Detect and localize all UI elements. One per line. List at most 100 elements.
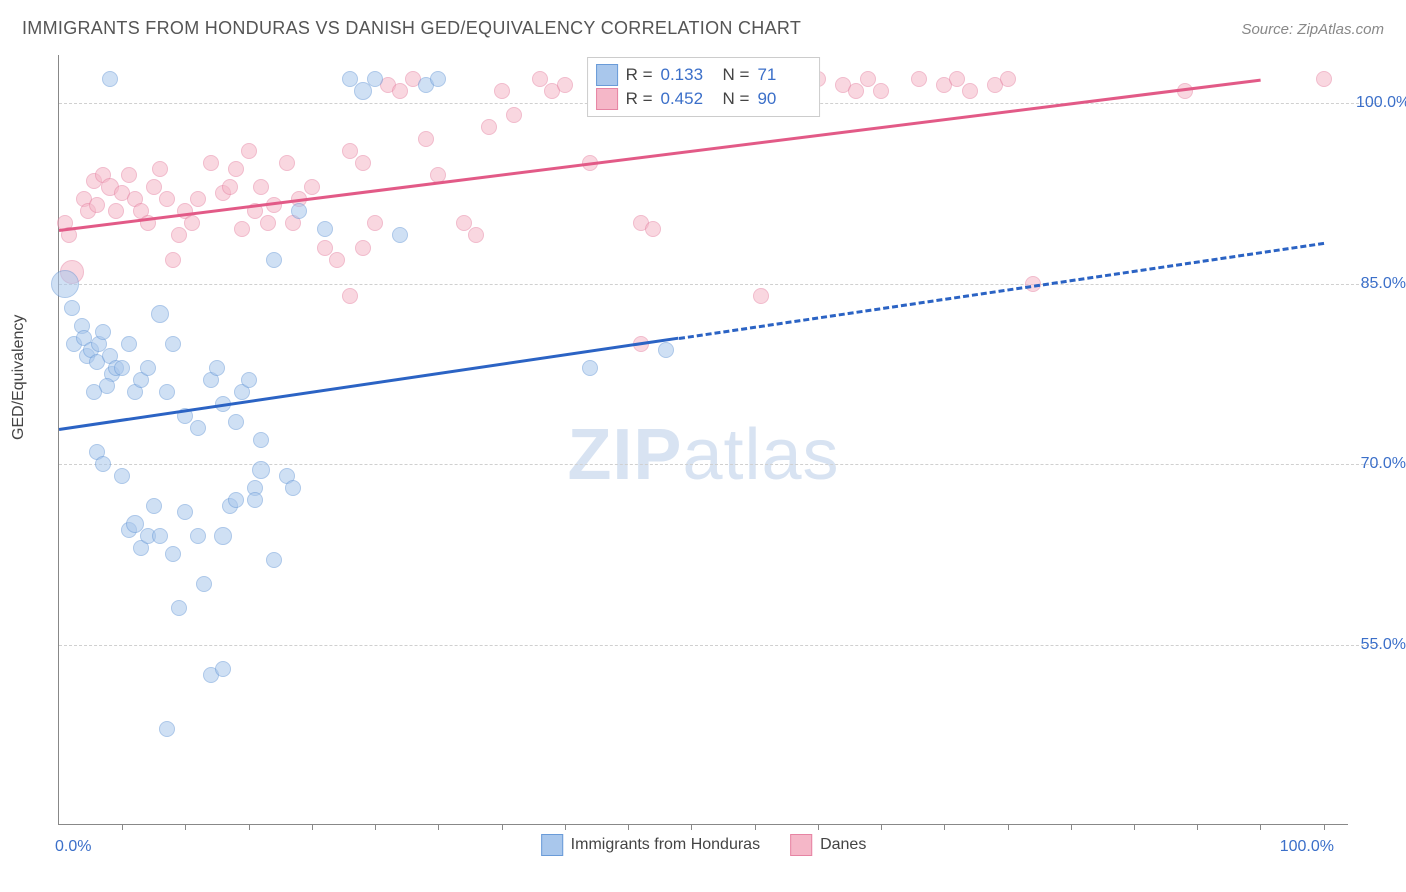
- x-tick-mark: [565, 824, 566, 830]
- x-tick-mark: [1197, 824, 1198, 830]
- x-tick-mark: [122, 824, 123, 830]
- scatter-point-series-a: [228, 414, 244, 430]
- scatter-point-series-a: [114, 468, 130, 484]
- scatter-point-series-b: [355, 240, 371, 256]
- x-tick-mark: [185, 824, 186, 830]
- y-tick-label: 100.0%: [1356, 94, 1406, 112]
- scatter-point-series-b: [342, 288, 358, 304]
- gridline: [59, 645, 1379, 646]
- x-tick-mark: [502, 824, 503, 830]
- correlation-legend: R =0.133 N =71 R =0.452 N =90: [587, 57, 821, 117]
- scatter-point-series-a: [196, 576, 212, 592]
- x-tick-mark: [1071, 824, 1072, 830]
- scatter-point-series-a: [165, 546, 181, 562]
- scatter-point-series-b: [146, 179, 162, 195]
- scatter-point-series-a: [247, 492, 263, 508]
- scatter-point-series-b: [260, 215, 276, 231]
- y-tick-label: 85.0%: [1356, 275, 1406, 293]
- scatter-point-series-b: [392, 83, 408, 99]
- scatter-point-series-a: [317, 221, 333, 237]
- scatter-point-series-a: [253, 432, 269, 448]
- scatter-point-series-a: [214, 527, 232, 545]
- scatter-point-series-a: [121, 336, 137, 352]
- x-tick-mark: [1324, 824, 1325, 830]
- scatter-point-series-a: [190, 528, 206, 544]
- scatter-point-series-a: [241, 372, 257, 388]
- source-attribution: Source: ZipAtlas.com: [1241, 21, 1384, 38]
- x-tick-mark: [1134, 824, 1135, 830]
- y-axis-label: GED/Equivalency: [10, 315, 28, 440]
- chart-title: IMMIGRANTS FROM HONDURAS VS DANISH GED/E…: [22, 18, 801, 39]
- scatter-point-series-b: [228, 161, 244, 177]
- scatter-point-series-b: [279, 155, 295, 171]
- scatter-point-series-a: [209, 360, 225, 376]
- scatter-point-series-b: [329, 252, 345, 268]
- x-tick-mark: [312, 824, 313, 830]
- scatter-point-series-b: [89, 197, 105, 213]
- gridline: [59, 284, 1379, 285]
- scatter-point-series-b: [468, 227, 484, 243]
- scatter-point-series-a: [582, 360, 598, 376]
- swatch-series-a-icon: [541, 834, 563, 856]
- scatter-point-series-a: [86, 384, 102, 400]
- scatter-point-series-b: [121, 167, 137, 183]
- scatter-point-series-a: [177, 504, 193, 520]
- scatter-point-series-b: [253, 179, 269, 195]
- x-tick-mark: [818, 824, 819, 830]
- x-tick-label: 0.0%: [55, 838, 91, 856]
- scatter-point-series-b: [203, 155, 219, 171]
- scatter-point-series-a: [51, 270, 79, 298]
- scatter-point-series-b: [645, 221, 661, 237]
- scatter-point-series-b: [152, 161, 168, 177]
- series-legend: Immigrants from Honduras Danes: [541, 834, 867, 856]
- scatter-point-series-b: [159, 191, 175, 207]
- scatter-point-series-a: [159, 721, 175, 737]
- scatter-point-series-a: [266, 552, 282, 568]
- scatter-point-series-b: [241, 143, 257, 159]
- scatter-point-series-b: [108, 203, 124, 219]
- scatter-point-series-b: [418, 131, 434, 147]
- scatter-point-series-a: [190, 420, 206, 436]
- legend-row-series-a: R =0.133 N =71: [596, 64, 812, 86]
- scatter-point-series-b: [1000, 71, 1016, 87]
- y-tick-label: 70.0%: [1356, 455, 1406, 473]
- scatter-point-series-a: [152, 528, 168, 544]
- x-tick-mark: [1008, 824, 1009, 830]
- x-tick-mark: [628, 824, 629, 830]
- x-tick-mark: [249, 824, 250, 830]
- scatter-point-series-b: [317, 240, 333, 256]
- x-tick-mark: [755, 824, 756, 830]
- scatter-point-series-a: [228, 492, 244, 508]
- scatter-point-series-a: [215, 661, 231, 677]
- trendline-series-a: [59, 337, 679, 431]
- scatter-point-series-a: [291, 203, 307, 219]
- scatter-point-series-b: [873, 83, 889, 99]
- legend-label-series-a: Immigrants from Honduras: [571, 836, 760, 854]
- scatter-point-series-b: [494, 83, 510, 99]
- scatter-point-series-a: [266, 252, 282, 268]
- swatch-series-a: [596, 64, 618, 86]
- scatter-point-series-a: [114, 360, 130, 376]
- x-tick-mark: [438, 824, 439, 830]
- scatter-point-series-b: [342, 143, 358, 159]
- x-tick-label: 100.0%: [1280, 838, 1334, 856]
- scatter-point-series-a: [146, 498, 162, 514]
- scatter-point-series-a: [430, 71, 446, 87]
- swatch-series-b-icon: [790, 834, 812, 856]
- chart-plot-area: ZIPatlas R =0.133 N =71 R =0.452 N =90 I…: [58, 55, 1348, 825]
- x-tick-mark: [944, 824, 945, 830]
- scatter-point-series-b: [506, 107, 522, 123]
- scatter-point-series-b: [222, 179, 238, 195]
- x-tick-mark: [1260, 824, 1261, 830]
- scatter-point-series-b: [190, 191, 206, 207]
- scatter-point-series-a: [159, 384, 175, 400]
- scatter-point-series-b: [184, 215, 200, 231]
- scatter-point-series-a: [95, 324, 111, 340]
- legend-item-series-b: Danes: [790, 834, 866, 856]
- scatter-point-series-a: [165, 336, 181, 352]
- scatter-point-series-a: [64, 300, 80, 316]
- scatter-point-series-a: [171, 600, 187, 616]
- legend-label-series-b: Danes: [820, 836, 866, 854]
- scatter-point-series-a: [102, 71, 118, 87]
- scatter-point-series-b: [949, 71, 965, 87]
